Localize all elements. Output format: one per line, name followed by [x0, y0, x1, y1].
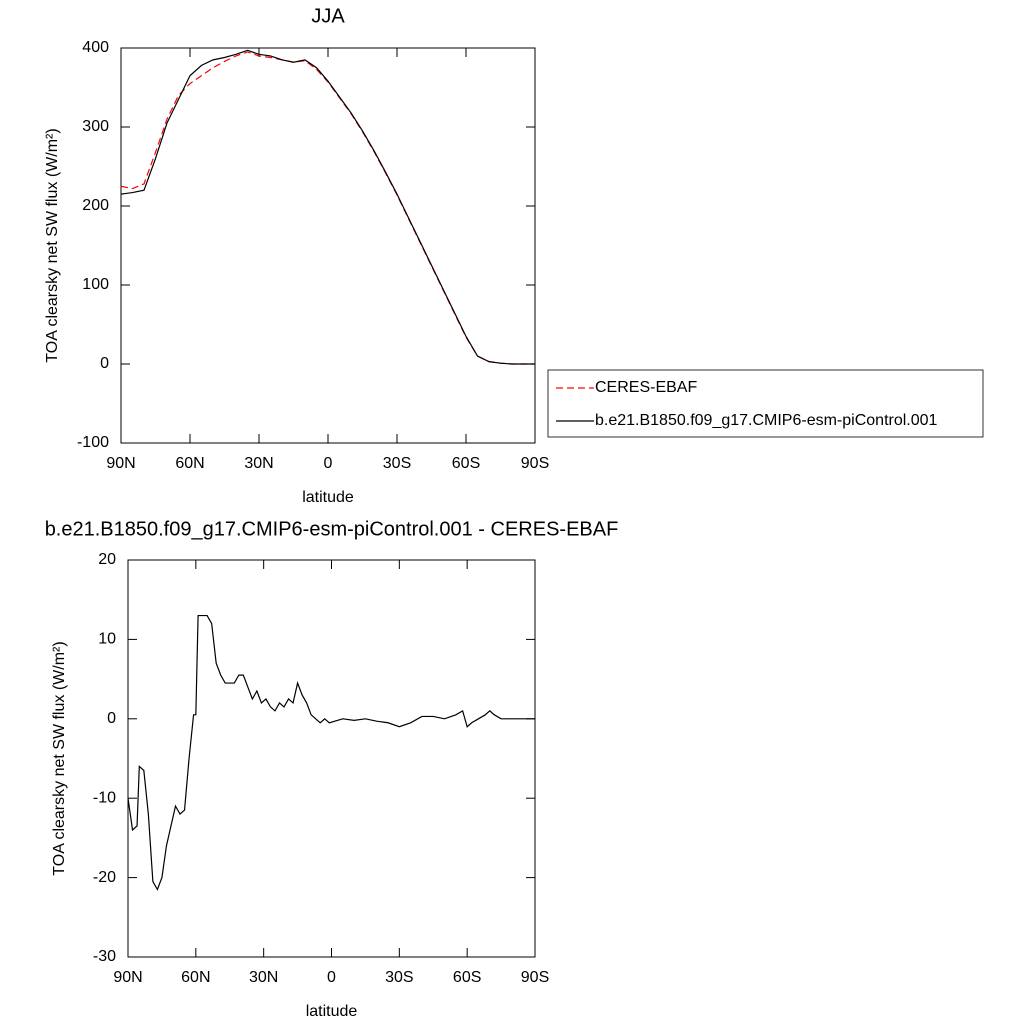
- y-tick-label: -30: [93, 948, 116, 965]
- data-line: [120, 49, 535, 365]
- x-tick-label: 60N: [175, 455, 204, 472]
- x-tick-label: 60N: [181, 969, 210, 986]
- x-tick-label: 30N: [244, 455, 273, 472]
- data-line: [127, 614, 535, 891]
- x-tick-label: 30N: [249, 969, 278, 986]
- x-axis-label: latitude: [302, 489, 354, 506]
- y-tick-label: 400: [82, 39, 109, 56]
- legend-label: b.e21.B1850.f09_g17.CMIP6-esm-piControl.…: [595, 412, 938, 429]
- x-tick-label: 60S: [452, 455, 480, 472]
- x-tick-label: 0: [324, 455, 333, 472]
- y-tick-label: 300: [82, 118, 109, 135]
- x-tick-label: 90N: [106, 455, 135, 472]
- chart-title: JJA: [311, 5, 345, 27]
- y-tick-label: -100: [77, 434, 109, 451]
- y-tick-label: -20: [93, 869, 116, 886]
- data-line: [120, 51, 535, 365]
- x-tick-label: 90S: [521, 969, 549, 986]
- legend-label: CERES-EBAF: [595, 379, 697, 396]
- y-tick-label: 200: [82, 197, 109, 214]
- y-tick-label: 10: [98, 631, 116, 648]
- y-tick-label: 20: [98, 551, 116, 568]
- y-axis-label: TOA clearsky net SW flux (W/m²): [44, 128, 61, 362]
- y-tick-label: -10: [93, 789, 116, 806]
- x-tick-label: 60S: [453, 969, 481, 986]
- x-tick-label: 90N: [113, 969, 142, 986]
- x-tick-label: 0: [327, 969, 336, 986]
- y-tick-label: 0: [100, 355, 109, 372]
- x-tick-label: 30S: [383, 455, 411, 472]
- y-tick-label: 100: [82, 276, 109, 293]
- x-tick-label: 30S: [385, 969, 413, 986]
- chart-title: b.e21.B1850.f09_g17.CMIP6-esm-piControl.…: [45, 518, 619, 540]
- x-tick-label: 90S: [521, 455, 549, 472]
- legend-box: [547, 369, 984, 438]
- y-tick-label: 0: [107, 710, 116, 727]
- y-axis-label: TOA clearsky net SW flux (W/m²): [51, 641, 68, 875]
- plot-frame: [120, 47, 536, 444]
- x-axis-label: latitude: [306, 1003, 358, 1020]
